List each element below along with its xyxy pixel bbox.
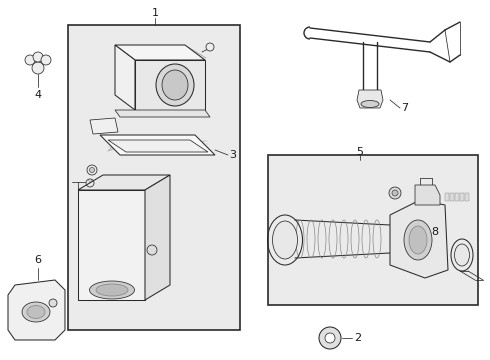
Bar — [465, 193, 469, 201]
Ellipse shape — [455, 244, 469, 266]
Polygon shape — [8, 280, 65, 340]
Circle shape — [389, 187, 401, 199]
Polygon shape — [135, 60, 205, 110]
Circle shape — [41, 55, 51, 65]
Text: 3: 3 — [229, 150, 237, 160]
Polygon shape — [390, 200, 448, 278]
Polygon shape — [145, 175, 170, 300]
Bar — [68, 25, 240, 330]
Ellipse shape — [319, 327, 341, 349]
Ellipse shape — [162, 70, 188, 100]
Polygon shape — [108, 140, 208, 152]
Ellipse shape — [409, 226, 427, 254]
Circle shape — [25, 55, 35, 65]
Text: 4: 4 — [34, 90, 42, 100]
Polygon shape — [115, 45, 135, 110]
Text: 6: 6 — [34, 255, 42, 265]
Polygon shape — [115, 110, 210, 117]
Polygon shape — [78, 190, 145, 300]
Circle shape — [206, 43, 214, 51]
Text: 7: 7 — [401, 103, 409, 113]
Circle shape — [90, 167, 95, 172]
Polygon shape — [100, 135, 215, 155]
Bar — [268, 155, 478, 305]
Circle shape — [32, 62, 44, 74]
Bar — [460, 193, 464, 201]
Circle shape — [49, 299, 57, 307]
Polygon shape — [357, 90, 383, 108]
Bar — [445, 193, 449, 201]
Ellipse shape — [361, 100, 379, 108]
Text: 1: 1 — [151, 8, 158, 18]
Circle shape — [87, 165, 97, 175]
Text: 5: 5 — [357, 147, 364, 157]
Polygon shape — [115, 45, 205, 60]
Bar — [450, 193, 454, 201]
Bar — [455, 193, 459, 201]
Text: 2: 2 — [354, 333, 362, 343]
Ellipse shape — [96, 284, 128, 296]
Ellipse shape — [90, 281, 134, 299]
Ellipse shape — [325, 333, 335, 343]
Ellipse shape — [27, 306, 45, 319]
Polygon shape — [78, 175, 170, 190]
Polygon shape — [415, 185, 440, 205]
Ellipse shape — [156, 64, 194, 106]
Ellipse shape — [272, 221, 297, 259]
Circle shape — [147, 245, 157, 255]
Ellipse shape — [404, 220, 432, 260]
Circle shape — [33, 52, 43, 62]
Ellipse shape — [22, 302, 50, 322]
Polygon shape — [90, 118, 118, 134]
Circle shape — [392, 190, 398, 196]
Text: 8: 8 — [431, 227, 439, 237]
